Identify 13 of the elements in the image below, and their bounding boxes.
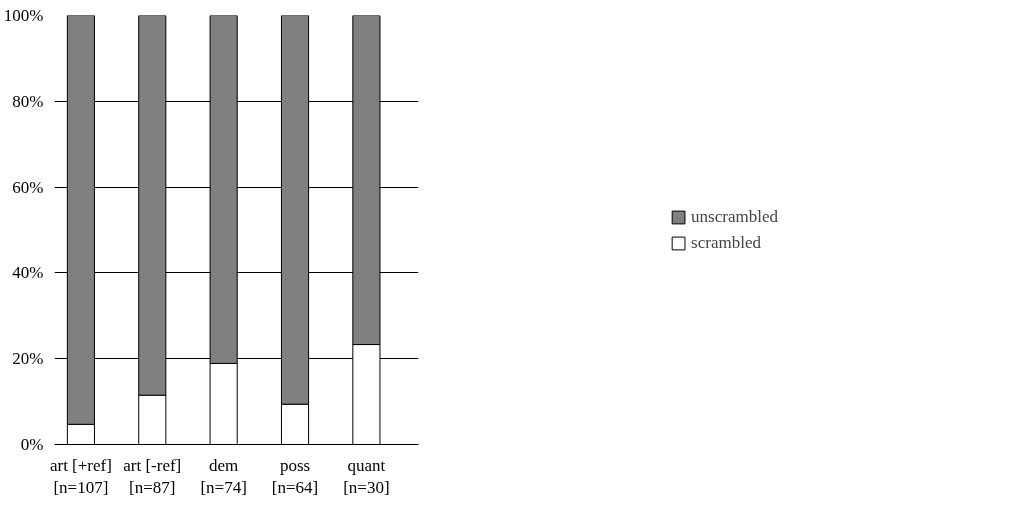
y-tick-label: 100% [3, 6, 44, 25]
legend-label: unscrambled [691, 206, 778, 227]
y-tick-label: 0% [20, 435, 44, 454]
y-tick-label: 80% [12, 91, 44, 111]
x-tick-label: art [+ref] [n=107] [49, 455, 112, 498]
x-tick-label: poss [n=64] [271, 455, 319, 498]
legend-label: scrambled [691, 232, 761, 253]
x-tick-label: dem [n=74] [200, 455, 247, 498]
y-tick-label: 40% [12, 263, 44, 283]
x-tick-label: quant [n=30] [343, 455, 390, 498]
x-tick-label: art [-ref] [n=87] [123, 455, 182, 498]
y-tick-label: 20% [12, 349, 44, 369]
y-tick-label: 60% [12, 177, 44, 197]
